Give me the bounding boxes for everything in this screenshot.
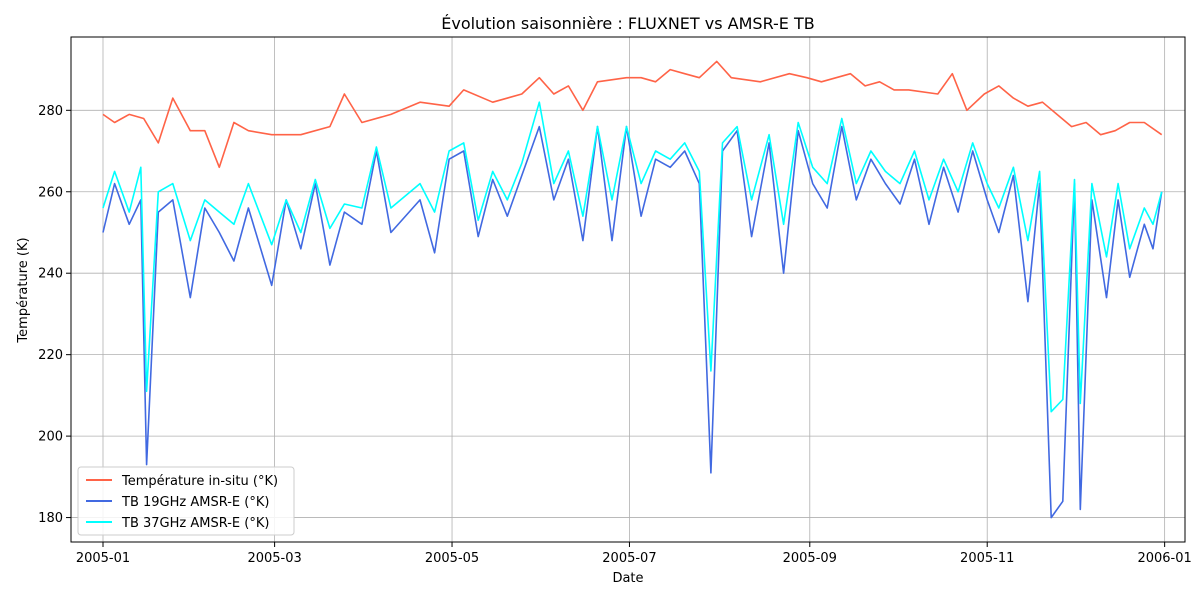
legend-label-19ghz: TB 19GHz AMSR-E (°K) xyxy=(121,495,269,510)
y-tick-label: 200 xyxy=(38,430,63,445)
legend-label-37ghz: TB 37GHz AMSR-E (°K) xyxy=(121,516,269,531)
x-tick-label: 2005-07 xyxy=(602,551,656,566)
legend: Température in-situ (°K) TB 19GHz AMSR-E… xyxy=(77,466,295,536)
legend-box xyxy=(77,466,295,536)
legend-label-insitu: Température in-situ (°K) xyxy=(121,474,278,489)
y-tick-label: 280 xyxy=(38,104,63,119)
x-tick-label: 2005-01 xyxy=(76,551,130,566)
y-tick-label: 220 xyxy=(38,348,63,363)
x-tick-label: 2005-09 xyxy=(783,551,837,566)
x-tick-label: 2006-01 xyxy=(1137,551,1191,566)
series-line-insitu xyxy=(102,60,1163,169)
x-tick-label: 2005-11 xyxy=(960,551,1014,566)
x-tick-label: 2005-05 xyxy=(425,551,479,566)
y-axis-label: Température (K) xyxy=(16,237,31,343)
y-tick-label: 240 xyxy=(38,267,63,282)
x-axis-label: Date xyxy=(612,571,643,586)
x-tick-label: 2005-03 xyxy=(247,551,301,566)
series-lines xyxy=(102,60,1163,519)
grid xyxy=(71,37,1185,542)
x-axis-ticks: 2005-01 2005-03 2005-05 2005-07 2005-09 2005-… xyxy=(76,542,1192,566)
chart-title: Évolution saisonnière : FLUXNET vs AMSR-… xyxy=(441,14,815,33)
y-tick-label: 260 xyxy=(38,185,63,200)
plot-frame xyxy=(70,36,1186,543)
series-line-37ghz xyxy=(102,101,1163,413)
y-tick-label: 180 xyxy=(38,511,63,526)
y-axis-ticks: 180 200 220 240 260 280 xyxy=(38,104,71,526)
series-line-19ghz xyxy=(102,125,1163,519)
